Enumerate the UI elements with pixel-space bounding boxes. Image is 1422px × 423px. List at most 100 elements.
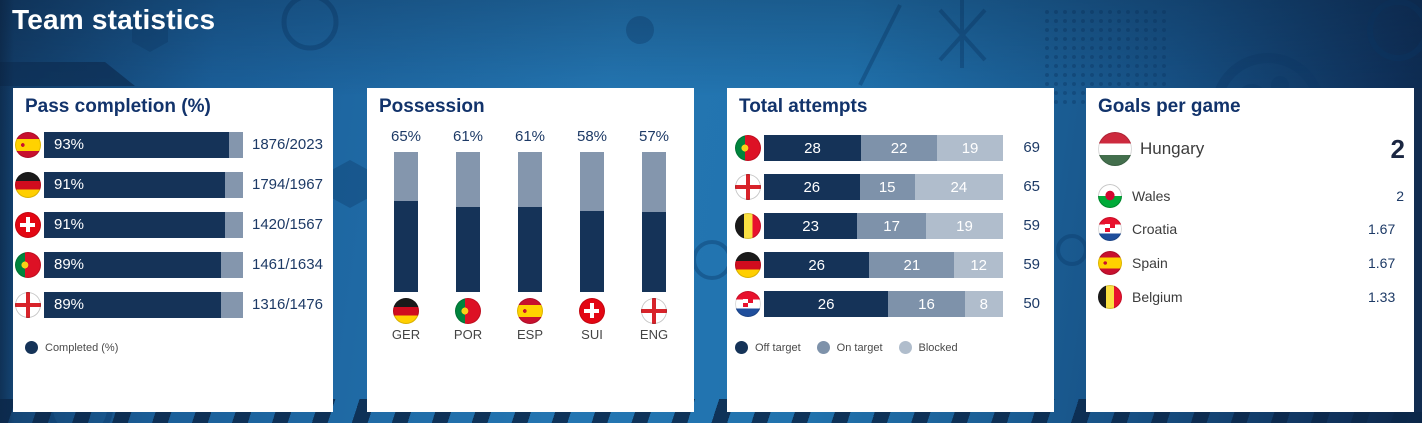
belgium-flag-icon [735, 213, 761, 239]
bar-percent-label: 91% [54, 216, 85, 233]
attempts-total-value: 59 [1023, 256, 1040, 273]
bar-track: 93% [44, 132, 243, 158]
attempts-total-value: 59 [1023, 217, 1040, 234]
portugal-flag-icon [735, 135, 761, 161]
blocked-segment: 24 [914, 174, 1003, 200]
possession-panel: Possession 65% GER 61% POR 61% ESP [367, 88, 694, 412]
attempts-row-por: 28 22 19 69 [727, 135, 1054, 161]
off-target-segment: 28 [764, 135, 861, 161]
attempts-total-value: 50 [1023, 295, 1040, 312]
pass-row-eng: 89% 1316/1476 [13, 292, 333, 318]
blocked-segment: 8 [964, 291, 1003, 317]
attempts-row-ger: 26 21 12 59 [727, 252, 1054, 278]
pass-completion-panel: Pass completion (%) 93% 1876/2023 91% 17… [13, 88, 333, 412]
goals-value: 1.33 [1368, 289, 1395, 305]
total-attempts-panel: Total attempts 28 22 19 69 26 15 24 65 2… [727, 88, 1054, 412]
bar-track: 89% [44, 292, 243, 318]
belgium-flag-icon [1098, 285, 1122, 309]
on-target-legend-dot [816, 341, 830, 354]
pass-detail-value: 1420/1567 [252, 216, 323, 233]
spain-flag-icon [1098, 251, 1122, 275]
on-target-segment: 15 [859, 174, 915, 200]
bar-fill [580, 210, 604, 292]
croatia-flag-icon [735, 291, 761, 317]
possession-column-sui: 58% SUI [561, 128, 623, 342]
pass-row-esp: 93% 1876/2023 [13, 132, 333, 158]
pass-row-sui: 91% 1420/1567 [13, 212, 333, 238]
off-target-legend: Off target [735, 341, 801, 354]
pass-detail-value: 1316/1476 [252, 296, 323, 313]
attempts-total-value: 69 [1023, 139, 1040, 156]
team-name: Croatia [1132, 221, 1178, 237]
bar-fill [456, 206, 480, 292]
blocked-legend: Blocked [898, 341, 958, 354]
attempts-row-bel: 23 17 19 59 [727, 213, 1054, 239]
off-target-segment: 26 [764, 252, 870, 278]
country-code-label: SUI [581, 327, 603, 342]
possession-column-esp: 61% ESP [499, 128, 561, 342]
country-code-label: ENG [639, 327, 669, 342]
off-target-segment: 26 [764, 291, 889, 317]
goals-value: 2 [1390, 134, 1405, 164]
portugal-flag-icon [15, 252, 41, 278]
bar-fill: 89% [44, 252, 222, 278]
hungary-flag-icon [1098, 132, 1132, 166]
completed-legend-dot [25, 341, 38, 354]
pass-row-ger: 91% 1794/1967 [13, 172, 333, 198]
switzerland-flag-icon [579, 298, 605, 324]
bar-percent-label: 89% [54, 256, 85, 273]
possession-percent-label: 61% [452, 128, 484, 145]
off-target-segment: 23 [764, 213, 858, 239]
portugal-flag-icon [455, 298, 481, 324]
goals-per-game-title: Goals per game [1098, 96, 1241, 117]
right-edge-panel-strip [1414, 88, 1422, 412]
bar-track [394, 152, 418, 292]
on-target-legend: On target [816, 341, 883, 354]
possession-percent-label: 65% [390, 128, 422, 145]
bar-fill: 93% [44, 132, 230, 158]
germany-flag-icon [15, 172, 41, 198]
bar-fill: 91% [44, 212, 226, 238]
country-code-label: ESP [516, 327, 543, 342]
possession-percent-label: 58% [576, 128, 608, 145]
pass-legend: Completed (%) [25, 341, 118, 354]
stacked-bar: 28 22 19 [764, 135, 1003, 161]
goals-value: 1.67 [1368, 255, 1395, 271]
pass-detail-value: 1876/2023 [252, 136, 323, 153]
bar-fill [394, 201, 418, 292]
bar-fill: 91% [44, 172, 226, 198]
country-code-label: GER [391, 327, 421, 342]
total-attempts-title: Total attempts [739, 96, 868, 117]
possession-column-ger: 65% GER [375, 128, 437, 342]
blocked-legend-dot [898, 341, 912, 354]
on-target-segment: 17 [857, 213, 927, 239]
goals-per-game-panel: Goals per game Hungary 2 Wales 2 Croatia… [1086, 88, 1414, 412]
blocked-segment: 12 [954, 252, 1003, 278]
goals-value: 2 [1396, 188, 1404, 204]
bar-percent-label: 91% [54, 176, 85, 193]
goals-value: 1.67 [1368, 221, 1395, 237]
germany-flag-icon [735, 252, 761, 278]
switzerland-flag-icon [15, 212, 41, 238]
spain-flag-icon [517, 298, 543, 324]
country-code-label: POR [453, 327, 483, 342]
bar-track: 91% [44, 172, 243, 198]
blocked-segment: 19 [926, 213, 1003, 239]
bar-track: 91% [44, 212, 243, 238]
goals-row-belgium: Belgium 1.33 [1086, 285, 1414, 309]
wales-flag-icon [1098, 184, 1122, 208]
bar-percent-label: 93% [54, 136, 85, 153]
pass-detail-value: 1794/1967 [252, 176, 323, 193]
goals-row-wales: Wales 2 [1086, 184, 1414, 208]
croatia-flag-icon [1098, 217, 1122, 241]
bar-fill [642, 212, 666, 292]
off-target-segment: 26 [764, 174, 860, 200]
england-flag-icon [641, 298, 667, 324]
on-target-segment: 22 [860, 135, 938, 161]
team-name: Belgium [1132, 289, 1183, 305]
goals-row-hungary: Hungary 2 [1086, 132, 1414, 166]
page-title: Team statistics [12, 4, 216, 35]
bar-track [518, 152, 542, 292]
completed-legend-label: Completed (%) [45, 341, 119, 354]
